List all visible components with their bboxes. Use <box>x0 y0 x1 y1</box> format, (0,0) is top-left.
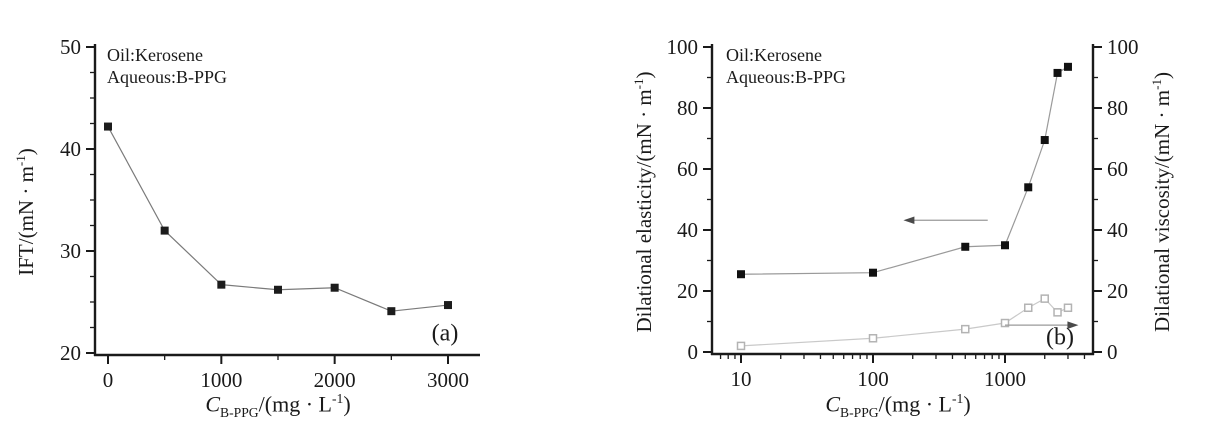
annotation-line-oil: Oil:Kerosene <box>726 45 822 65</box>
svg-text:0: 0 <box>688 340 699 364</box>
annotation-line-aqueous: Aqueous:B-PPG <box>726 67 847 87</box>
y-axis-label-b-right: Dilational viscosity/(mN · m-1) <box>1149 72 1175 332</box>
filled-square-marker <box>1053 68 1062 77</box>
ticks <box>703 46 1102 363</box>
tick-labels: 0 1000 2000 3000 20 30 40 50 <box>60 35 469 392</box>
svg-text:1000: 1000 <box>984 367 1026 391</box>
arrow-left-icon <box>903 216 988 225</box>
axes <box>710 44 1095 356</box>
axes <box>93 44 480 357</box>
y-axis-label-a-sup: -1 <box>13 155 28 167</box>
svg-text:20: 20 <box>677 279 698 303</box>
svg-text:20: 20 <box>60 341 81 365</box>
y-axis-label-b-right-close: ) <box>1150 72 1174 80</box>
x-axis-label-a-sup: -1 <box>331 391 344 407</box>
y-axis-label-b-right-text: Dilational viscosity/(mN · m <box>1150 89 1174 332</box>
filled-square-marker <box>217 280 226 289</box>
annotation-a: Oil:Kerosene Aqueous:B-PPG <box>107 44 227 88</box>
svg-text:40: 40 <box>677 218 698 242</box>
filled-square-marker <box>869 268 877 277</box>
y-axis-label-b-left-text: Dilational elasticity/(mN · m <box>632 89 656 333</box>
panel-a: 0 1000 2000 3000 20 30 40 50 Oil:Kerosene Aqueo… <box>0 0 608 436</box>
filled-square-marker <box>1024 183 1033 192</box>
x-axis-label-a-sub: B-PPG <box>220 404 259 420</box>
annotation-line-aqueous: Aqueous:B-PPG <box>107 67 228 87</box>
filled-square-marker <box>387 307 396 316</box>
svg-text:0: 0 <box>103 368 114 392</box>
filled-square-marker <box>104 122 112 131</box>
x-axis-label-b-close: ) <box>963 391 971 417</box>
y-axis-label-b-left-sup: -1 <box>631 78 646 90</box>
arrow-right-icon <box>1005 321 1079 329</box>
svg-text:3000: 3000 <box>427 368 469 392</box>
svg-text:60: 60 <box>1107 157 1128 181</box>
chart-a-canvas: 0 1000 2000 3000 20 30 40 50 <box>60 35 480 392</box>
y-axis-label-a: IFT/(mN · m-1) <box>13 148 39 276</box>
tick-labels: 10 100 1000 0 0 20 20 40 40 60 60 80 80 100 100 <box>667 35 1139 391</box>
filled-square-marker <box>737 270 745 279</box>
filled-square-marker <box>160 226 169 235</box>
filled-square-marker <box>961 242 970 251</box>
open-square-marker <box>1063 303 1073 313</box>
open-square-marker <box>868 334 878 343</box>
y-axis-label-b-right-sup: -1 <box>1149 79 1164 90</box>
svg-text:60: 60 <box>677 157 698 181</box>
x-axis-label-a: CB-PPG/(mg · L-1) <box>205 391 350 421</box>
panel-tag-b: (b) <box>1046 324 1074 351</box>
x-axis-label-a-symbol: C <box>205 391 221 417</box>
x-axis-label-b: CB-PPG/(mg · L-1) <box>825 391 970 421</box>
svg-text:0: 0 <box>1107 340 1118 364</box>
x-axis-label-a-rest: /(mg · L <box>258 391 332 417</box>
x-axis-label-b-rest: /(mg · L <box>878 391 952 417</box>
chart-b-canvas: 10 100 1000 0 0 20 20 40 40 60 60 80 80 100 100 <box>667 35 1139 391</box>
svg-text:100: 100 <box>667 35 699 59</box>
svg-text:50: 50 <box>60 35 81 59</box>
svg-text:100: 100 <box>857 367 889 391</box>
svg-text:80: 80 <box>677 96 698 120</box>
filled-square-marker <box>444 301 452 310</box>
open-square-marker <box>1053 308 1062 317</box>
panel-b: 10 100 1000 0 0 20 20 40 40 60 60 80 80 100 100 Oil:Ke… <box>608 0 1217 436</box>
svg-text:100: 100 <box>1107 35 1139 59</box>
open-square-marker <box>961 324 970 334</box>
series-ift <box>104 122 452 316</box>
svg-text:40: 40 <box>1107 218 1128 242</box>
svg-text:10: 10 <box>731 367 752 391</box>
svg-text:80: 80 <box>1107 96 1128 120</box>
series-dilational-viscosity <box>736 294 1073 351</box>
svg-text:40: 40 <box>60 137 81 161</box>
svg-text:1000: 1000 <box>200 368 242 392</box>
filled-square-marker <box>1063 62 1072 71</box>
filled-square-marker <box>330 283 339 292</box>
open-square-marker <box>1040 294 1049 303</box>
x-axis-label-a-close: ) <box>343 391 351 417</box>
x-axis-label-b-sup: -1 <box>951 391 964 407</box>
x-axis-label-b-sub: B-PPG <box>840 404 879 420</box>
filled-square-marker <box>1001 241 1009 250</box>
svg-text:20: 20 <box>1107 279 1128 303</box>
svg-text:2000: 2000 <box>314 368 356 392</box>
annotation-line-oil: Oil:Kerosene <box>107 45 203 65</box>
open-square-marker <box>1023 303 1033 313</box>
filled-square-marker <box>274 285 282 294</box>
y-axis-label-a-close: ) <box>14 148 38 156</box>
panel-tag-a: (a) <box>431 320 459 347</box>
y-axis-label-b-left-close: ) <box>632 71 656 79</box>
x-axis-label-b-symbol: C <box>825 391 841 417</box>
y-axis-label-a-text: IFT/(mN · m <box>14 166 38 276</box>
svg-text:30: 30 <box>60 239 81 263</box>
ticks <box>86 46 449 364</box>
open-square-marker <box>736 341 746 351</box>
filled-square-marker <box>1040 136 1049 145</box>
open-square-marker <box>1000 318 1010 328</box>
annotation-b: Oil:Kerosene Aqueous:B-PPG <box>726 44 846 88</box>
y-axis-label-b-left: Dilational elasticity/(mN · m-1) <box>631 71 657 332</box>
series-dilational-elasticity <box>737 62 1072 279</box>
